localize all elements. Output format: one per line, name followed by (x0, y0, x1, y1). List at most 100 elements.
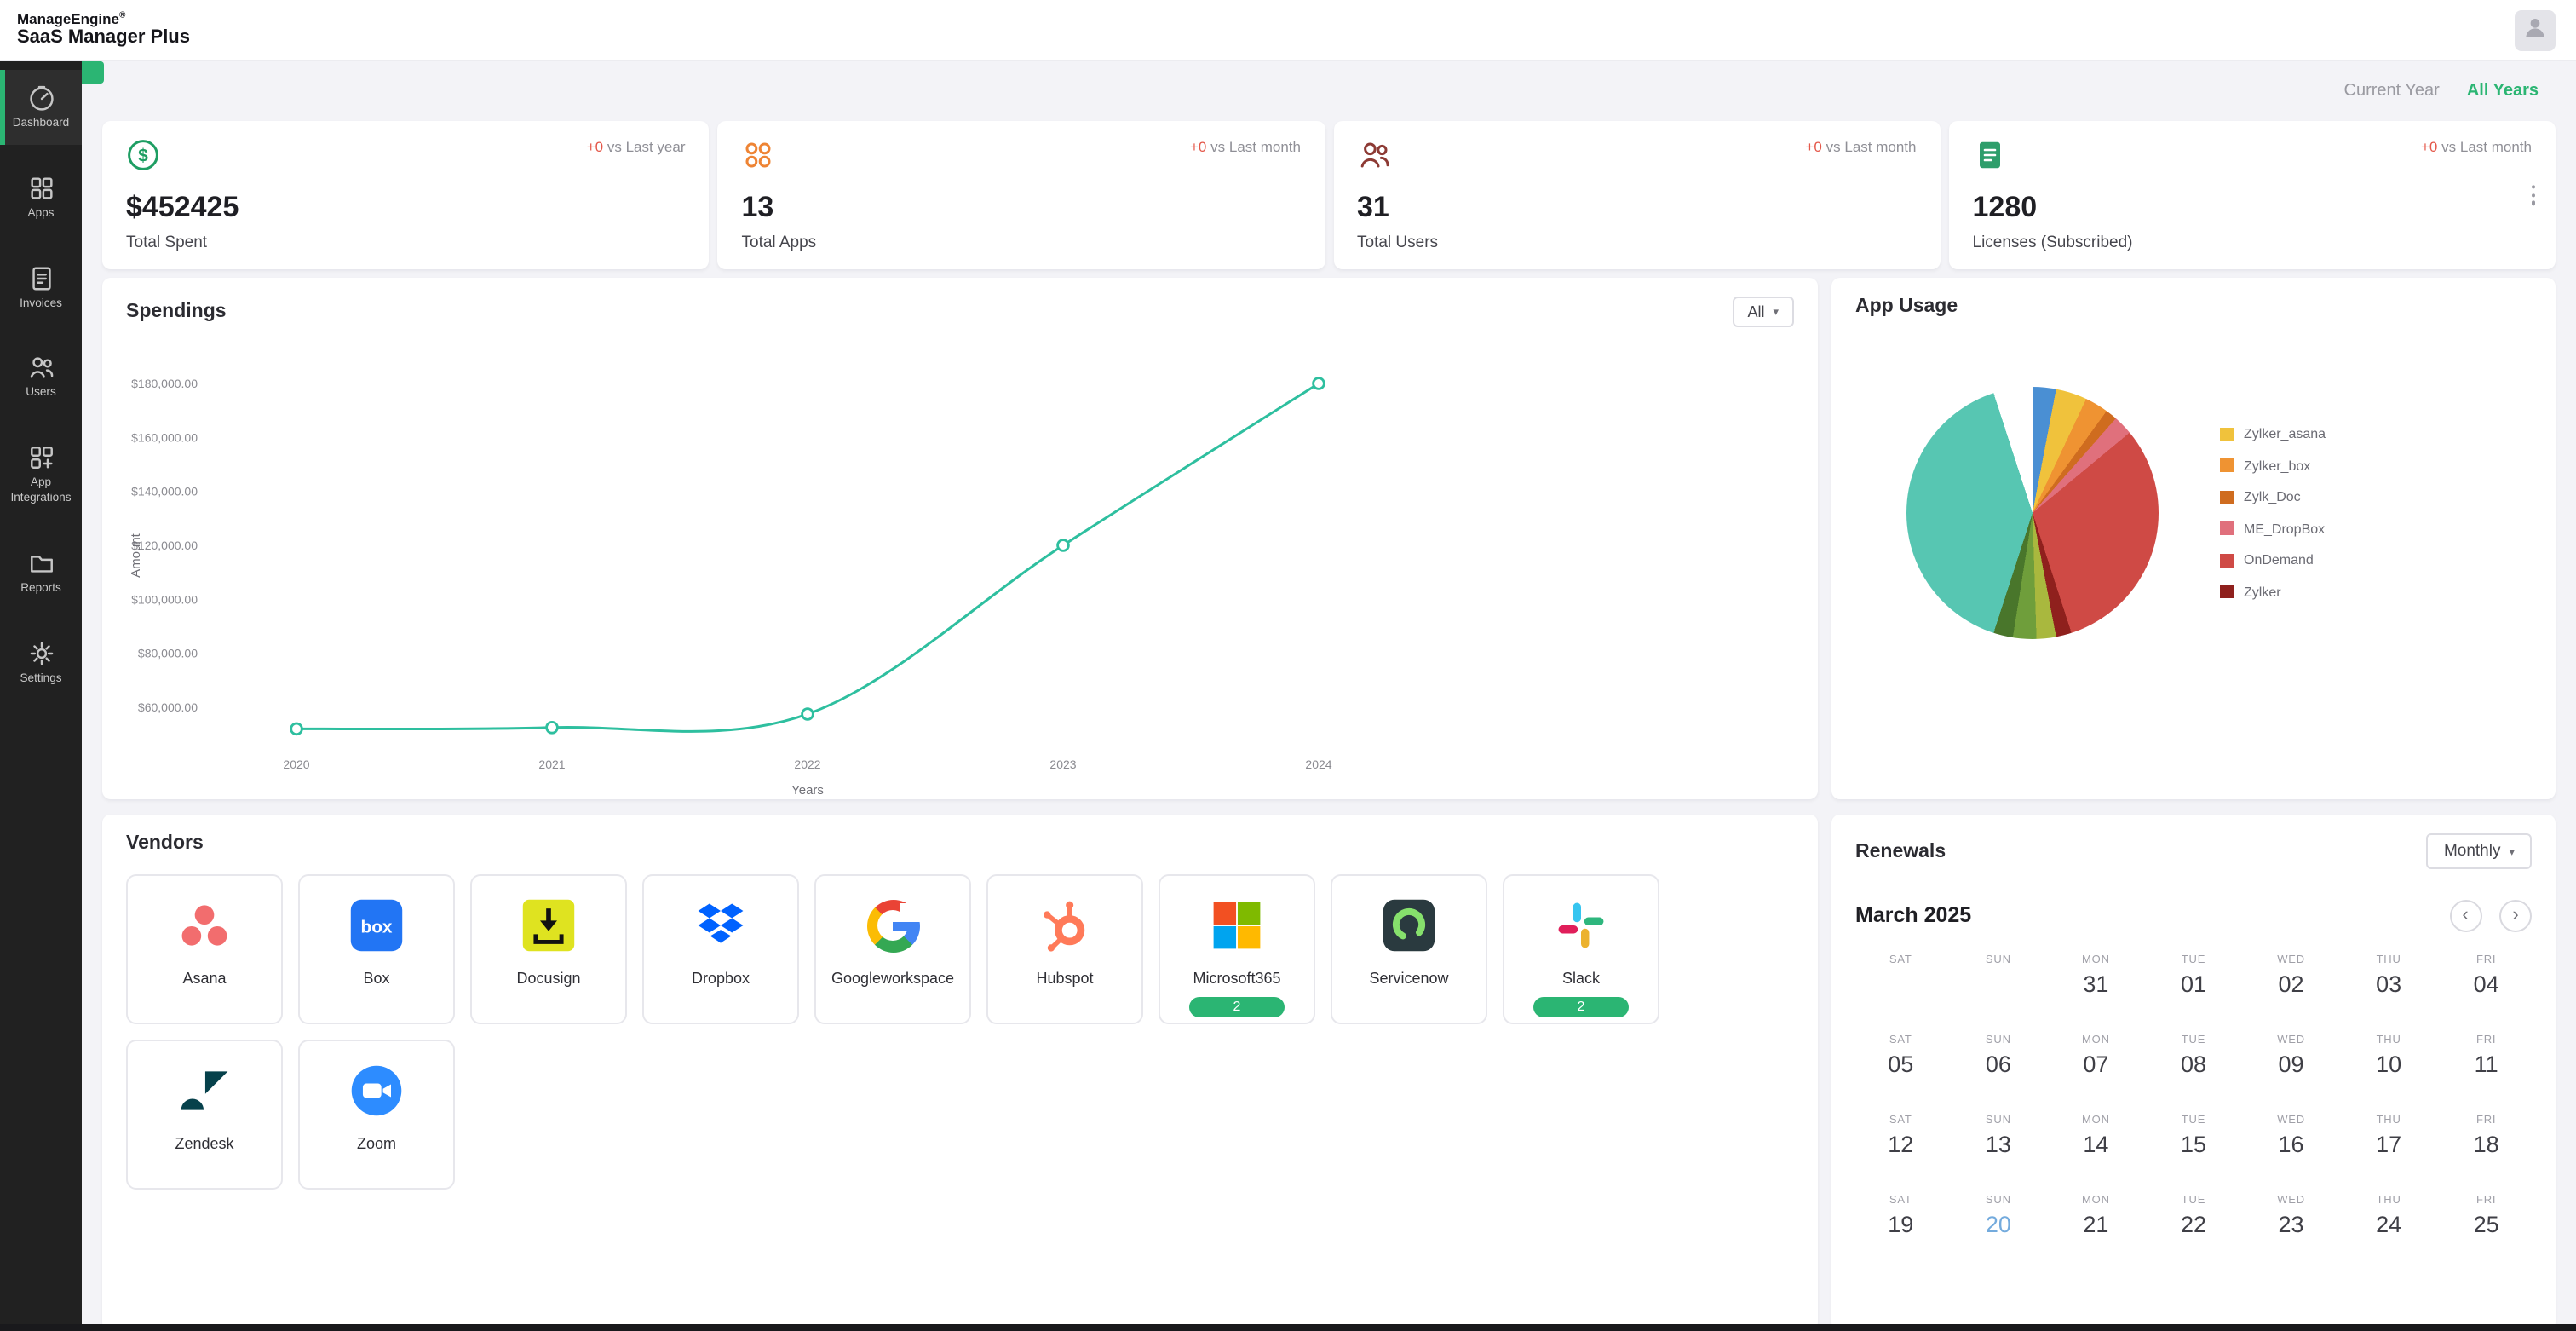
legend-item-zylker_box[interactable]: Zylker_box (2220, 458, 2326, 474)
spendings-filter-dropdown[interactable]: All ▾ (1732, 297, 1794, 327)
svg-text:Years: Years (791, 783, 824, 798)
calendar-weekday-label: SAT (1889, 954, 1912, 966)
stat-value: 1280 (1972, 191, 2038, 223)
calendar-cell[interactable]: WED 16 (2242, 1106, 2340, 1183)
spendings-header: Spendings All ▾ (102, 278, 1818, 339)
calendar-cell[interactable]: TUE 01 (2145, 946, 2243, 1023)
vendor-tile-zendesk[interactable]: Zendesk (126, 1040, 283, 1190)
calendar-cell[interactable]: MON 07 (2047, 1026, 2145, 1103)
calendar-cell[interactable]: SUN 13 (1950, 1106, 2048, 1183)
stat-delta-value: +0 (2421, 138, 2438, 155)
spendings-filter-value: All (1747, 303, 1765, 320)
calendar-date: 05 (1888, 1052, 1914, 1077)
sidebar-item-invoices[interactable]: Invoices (0, 250, 82, 325)
calendar-weekday-label: MON (2082, 1034, 2110, 1046)
stat-delta-label: vs Last month (2441, 138, 2532, 155)
sidebar-item-label: Reports (20, 582, 61, 595)
sidebar-item-app-integrations[interactable]: App Integrations (0, 430, 82, 520)
year-filter-all-years[interactable]: All Years (2466, 82, 2539, 101)
stat-delta: +0 vs Last month (1190, 138, 1301, 155)
stat-card-total-apps: +0 vs Last month 13 Total Apps (717, 121, 1325, 269)
calendar-cell[interactable]: TUE 08 (2145, 1026, 2243, 1103)
calendar-date: 07 (2083, 1052, 2109, 1077)
calendar-weekday-label: THU (2376, 954, 2401, 966)
bottom-edge-bar (0, 1324, 2576, 1331)
year-filter-current-year[interactable]: Current Year (2343, 82, 2440, 101)
sidebar-item-apps[interactable]: Apps (0, 160, 82, 235)
dollar-coin-icon: $ (126, 138, 160, 181)
legend-item-zylk_doc[interactable]: Zylk_Doc (2220, 490, 2326, 505)
sidebar-item-reports[interactable]: Reports (0, 535, 82, 610)
calendar-cell[interactable]: WED 02 (2242, 946, 2340, 1023)
calendar-cell[interactable]: THU 24 (2340, 1186, 2438, 1263)
calendar-date: 08 (2180, 1052, 2206, 1077)
calendar-cell[interactable]: MON 31 (2047, 946, 2145, 1023)
vendor-name: Box (363, 970, 390, 987)
calendar-cell[interactable]: FRI 18 (2437, 1106, 2535, 1183)
calendar-cell[interactable]: WED 23 (2242, 1186, 2340, 1263)
calendar-cell[interactable]: FRI 25 (2437, 1186, 2535, 1263)
vendor-name: Zoom (356, 1135, 396, 1152)
spendings-line-chart: $180,000.00 $160,000.00 $140,000.00 $120,00… (129, 377, 1332, 798)
kebab-menu-icon[interactable] (2526, 177, 2540, 212)
vendor-tile-docusign[interactable]: Docusign (470, 874, 627, 1024)
vendor-tile-box[interactable]: box Box (298, 874, 455, 1024)
calendar-cell[interactable]: SUN 20 (1950, 1186, 2048, 1263)
app-usage-body: Zylker_asana Zylker_box Zylk_Doc ME_DropBox… (1831, 387, 2556, 639)
vendor-tile-slack[interactable]: Slack 2 (1503, 874, 1659, 1024)
calendar-cell[interactable]: TUE 22 (2145, 1186, 2243, 1263)
vendor-tile-microsoft365[interactable]: Microsoft365 2 (1159, 874, 1315, 1024)
calendar-weekday-label: WED (2277, 1115, 2305, 1126)
calendar-cell[interactable]: THU 17 (2340, 1106, 2438, 1183)
calendar-weekday-label: SUN (1985, 1115, 2011, 1126)
svg-text:$120,000.00: $120,000.00 (131, 539, 198, 552)
sidebar-toggle[interactable] (82, 61, 104, 84)
calendar-cell[interactable]: MON 21 (2047, 1186, 2145, 1263)
calendar-nav: ‹ › (2439, 898, 2532, 932)
vendor-tile-googleworkspace[interactable]: Googleworkspace (814, 874, 971, 1024)
calendar-cell[interactable]: SUN (1950, 946, 2048, 1023)
sidebar-item-label: App Integrations (10, 477, 72, 505)
sidebar-item-users[interactable]: Users (0, 340, 82, 415)
stat-delta-label: vs Last month (1826, 138, 1917, 155)
sidebar-item-dashboard[interactable]: Dashboard (0, 70, 82, 145)
user-avatar[interactable] (2515, 9, 2556, 50)
stat-delta: +0 vs Last month (1806, 138, 1917, 155)
vendor-tile-dropbox[interactable]: Dropbox (642, 874, 799, 1024)
legend-swatch (2220, 458, 2234, 473)
stat-value: 31 (1357, 191, 1389, 223)
vendor-tile-asana[interactable]: Asana (126, 874, 283, 1024)
calendar-cell[interactable]: FRI 11 (2437, 1026, 2535, 1103)
hubspot-logo-icon (1036, 896, 1094, 954)
brand-logo: ManageEngine® SaaS Manager Plus (17, 10, 190, 49)
vendor-tile-hubspot[interactable]: Hubspot (986, 874, 1143, 1024)
calendar-date: 31 (2083, 971, 2109, 997)
asana-logo-icon (175, 896, 233, 954)
svg-text:$140,000.00: $140,000.00 (131, 485, 198, 498)
calendar-cell[interactable]: WED 09 (2242, 1026, 2340, 1103)
vendor-tile-zoom[interactable]: Zoom (298, 1040, 455, 1190)
calendar-cell[interactable]: THU 03 (2340, 946, 2438, 1023)
renewals-range-value: Monthly (2443, 842, 2501, 861)
legend-item-ondemand[interactable]: OnDemand (2220, 553, 2326, 568)
vendor-tile-servicenow[interactable]: Servicenow (1331, 874, 1487, 1024)
calendar-next-button[interactable]: › (2499, 900, 2532, 932)
calendar-cell[interactable]: MON 14 (2047, 1106, 2145, 1183)
calendar-cell[interactable]: SAT 12 (1852, 1106, 1950, 1183)
legend-item-zylker_asana[interactable]: Zylker_asana (2220, 427, 2326, 442)
legend-item-zylker[interactable]: Zylker (2220, 585, 2326, 600)
calendar-cell[interactable]: THU 10 (2340, 1026, 2438, 1103)
sidebar-item-settings[interactable]: Settings (0, 625, 82, 700)
calendar-prev-button[interactable]: ‹ (2449, 900, 2482, 932)
renewals-range-dropdown[interactable]: Monthly ▾ (2426, 833, 2532, 869)
calendar-cell[interactable]: SAT 19 (1852, 1186, 1950, 1263)
settings-icon (26, 639, 55, 668)
calendar-cell[interactable]: TUE 15 (2145, 1106, 2243, 1183)
calendar-cell[interactable]: FRI 04 (2437, 946, 2535, 1023)
calendar-cell[interactable]: SAT (1852, 946, 1950, 1023)
calendar-cell[interactable]: SUN 06 (1950, 1026, 2048, 1103)
calendar-cell[interactable]: SAT 05 (1852, 1026, 1950, 1103)
chevron-down-icon: ▾ (2509, 846, 2515, 858)
legend-item-me_dropbox[interactable]: ME_DropBox (2220, 521, 2326, 537)
calendar-weekday-label: MON (2082, 1195, 2110, 1207)
